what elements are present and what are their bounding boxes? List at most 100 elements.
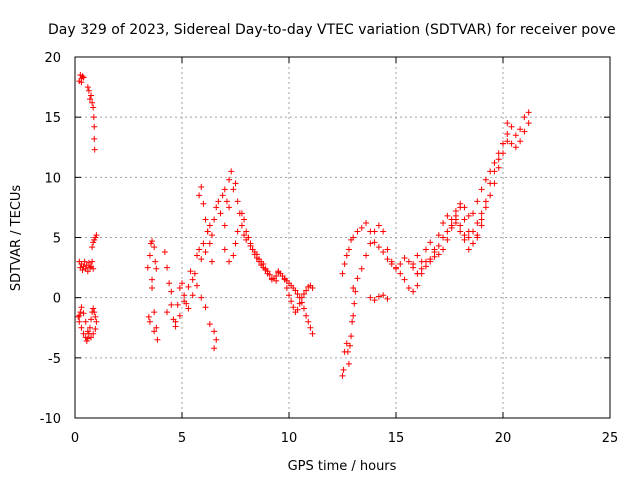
data-point <box>444 228 451 235</box>
data-point <box>89 244 96 251</box>
data-point <box>482 176 489 183</box>
data-point <box>256 258 263 265</box>
data-point <box>440 246 447 253</box>
data-point <box>508 140 515 147</box>
data-point <box>367 294 374 301</box>
data-point <box>79 73 86 80</box>
data-point <box>86 324 93 331</box>
data-point <box>457 222 464 229</box>
data-point <box>191 270 198 277</box>
data-point <box>198 183 205 190</box>
series-u <box>448 216 485 253</box>
data-point <box>268 275 275 282</box>
data-point <box>241 232 248 239</box>
data-point <box>185 305 192 312</box>
data-point <box>149 285 156 292</box>
data-point <box>482 198 489 205</box>
data-point <box>435 232 442 239</box>
data-point <box>86 264 93 271</box>
data-point <box>307 324 314 331</box>
data-point <box>397 260 404 267</box>
data-point <box>350 285 357 292</box>
data-point <box>193 282 200 289</box>
data-point <box>211 216 218 223</box>
data-point <box>380 292 387 299</box>
data-point <box>290 304 297 311</box>
data-point <box>375 244 382 251</box>
data-point <box>375 222 382 229</box>
data-point <box>410 260 417 267</box>
data-point <box>84 328 91 335</box>
data-point <box>448 222 455 229</box>
data-point <box>478 210 485 217</box>
data-point <box>230 252 237 259</box>
data-point <box>202 216 209 223</box>
data-point <box>512 132 519 139</box>
chart-title: Day 329 of 2023, Sidereal Day-to-day VTE… <box>48 22 616 38</box>
data-point <box>482 204 489 211</box>
data-point <box>223 198 230 205</box>
grid-lines <box>75 57 610 418</box>
data-point <box>371 297 378 304</box>
series-q <box>367 292 391 304</box>
data-point <box>230 186 237 193</box>
data-point <box>91 123 98 130</box>
data-point <box>350 312 357 319</box>
data-point <box>187 268 194 275</box>
data-point <box>88 334 95 341</box>
series-a <box>76 72 87 86</box>
series-d <box>89 232 100 251</box>
data-point <box>384 256 391 263</box>
data-point <box>154 336 161 343</box>
data-point <box>238 222 245 229</box>
data-point <box>78 324 85 331</box>
data-point <box>90 265 97 272</box>
data-point <box>245 234 252 241</box>
data-point <box>352 288 359 295</box>
data-point <box>90 305 97 312</box>
data-point <box>504 138 511 145</box>
data-point <box>208 232 215 239</box>
series-t <box>414 120 532 277</box>
data-point <box>206 321 213 328</box>
data-point <box>211 345 218 352</box>
data-point <box>76 318 83 325</box>
data-point <box>198 294 205 301</box>
data-point <box>470 210 477 217</box>
data-point <box>495 164 502 171</box>
data-point <box>414 252 421 259</box>
data-point <box>296 300 303 307</box>
data-point <box>247 242 254 249</box>
data-point <box>176 285 183 292</box>
data-point <box>88 92 95 99</box>
data-point <box>166 280 173 287</box>
data-point <box>288 298 295 305</box>
data-point <box>444 236 451 243</box>
data-point <box>153 265 160 272</box>
data-point <box>461 236 468 243</box>
data-point <box>371 239 378 246</box>
data-point <box>238 210 245 217</box>
series-n <box>339 288 359 379</box>
data-point <box>517 126 524 133</box>
data-point <box>164 264 171 271</box>
data-point <box>440 220 447 227</box>
data-point <box>350 234 357 241</box>
data-point <box>461 216 468 223</box>
data-point <box>200 200 207 207</box>
data-point <box>85 87 92 94</box>
data-point <box>146 318 153 325</box>
data-point <box>341 260 348 267</box>
data-point <box>228 168 235 175</box>
data-point <box>363 220 370 227</box>
data-point <box>487 192 494 199</box>
data-point <box>219 192 226 199</box>
data-point <box>478 222 485 229</box>
data-point <box>164 309 171 316</box>
data-point <box>208 258 215 265</box>
data-point <box>401 276 408 283</box>
series-m <box>281 276 316 316</box>
data-point <box>351 300 358 307</box>
series-r <box>397 120 511 295</box>
data-point <box>176 312 183 319</box>
